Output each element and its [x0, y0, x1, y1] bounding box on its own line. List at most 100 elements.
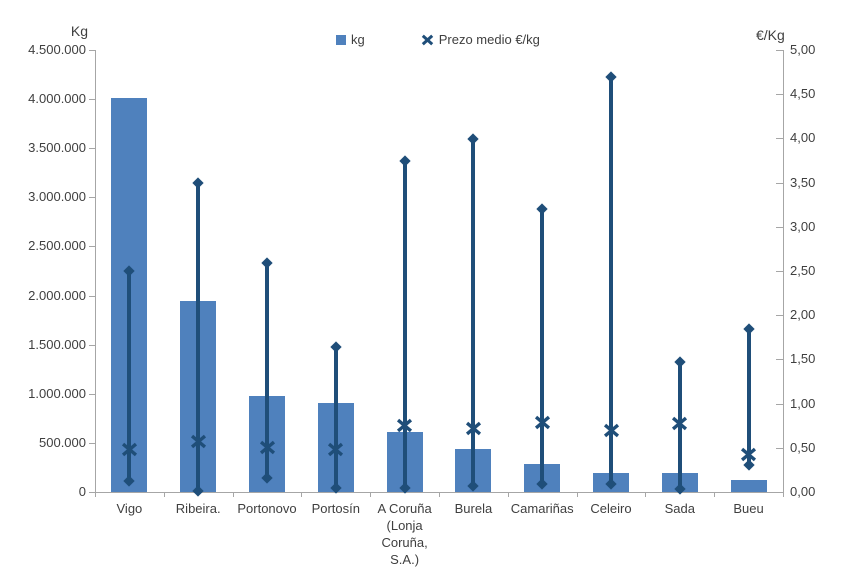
- right-axis-tick: [776, 50, 783, 51]
- price-avg-x-marker: [327, 442, 344, 457]
- x-axis-tick: [783, 492, 784, 497]
- legend-item-prezo-medio: Prezo medio €/kg: [421, 32, 540, 47]
- legend-label-prezo-medio: Prezo medio €/kg: [438, 32, 540, 47]
- legend-label-kg: kg: [351, 32, 365, 47]
- left-axis-tick: [89, 393, 95, 395]
- x-axis-category-label-line: Burela: [454, 501, 493, 516]
- x-marker-icon: [421, 34, 434, 46]
- right-axis-tick-label: 1,50: [790, 351, 816, 367]
- left-axis-tick-label: 3.500.000: [28, 140, 86, 156]
- left-axis-tick-label: 1.500.000: [28, 336, 86, 352]
- price-range-line: [196, 183, 201, 492]
- price-max-diamond: [674, 356, 686, 368]
- left-axis-tick: [89, 99, 95, 101]
- x-axis-category-label-line: Portonovo: [237, 501, 297, 516]
- right-axis-tick-label: 4,50: [790, 86, 816, 102]
- x-axis-tick: [95, 492, 96, 497]
- kg-bar: [730, 479, 767, 492]
- x-axis-category-label-line: A Coruña: [377, 501, 432, 516]
- right-axis-tick: [776, 226, 783, 228]
- x-axis-category-label: Portonovo: [227, 500, 308, 517]
- left-axis-tick-label: 4.500.000: [28, 42, 86, 57]
- right-axis-tick-label: 2,50: [790, 263, 816, 278]
- x-axis-tick: [163, 492, 165, 497]
- x-axis-tick: [370, 492, 372, 497]
- price-range-line: [677, 362, 682, 490]
- left-axis-tick-label: 2.000.000: [28, 287, 86, 303]
- chart-legend: kg Prezo medio €/kg: [336, 32, 540, 47]
- right-axis-tick: [776, 271, 783, 272]
- price-max-diamond: [742, 323, 755, 336]
- x-axis-category-label: Burela: [433, 500, 514, 517]
- price-max-diamond: [261, 257, 273, 269]
- x-axis-category-label-line: Ribeira.: [175, 501, 221, 516]
- left-axis-tick-label: 4.000.000: [28, 91, 86, 107]
- legend-item-kg: kg: [336, 32, 365, 47]
- x-axis-category-label-line: Vigo: [116, 501, 143, 516]
- left-axis-tick: [89, 197, 95, 199]
- right-axis-tick: [776, 94, 783, 96]
- left-axis-tick: [89, 344, 95, 346]
- x-axis-category-label-line: Sada: [664, 501, 695, 516]
- right-axis-tick-label: 0,00: [790, 484, 816, 499]
- price-max-diamond: [192, 177, 204, 190]
- price-range-line: [471, 139, 476, 486]
- left-axis-tick: [89, 246, 95, 248]
- right-axis-line: [783, 50, 784, 492]
- left-axis-tick-label: 1.000.000: [28, 385, 86, 401]
- left-axis-tick: [89, 442, 95, 444]
- x-axis-category-label: Sada: [639, 500, 720, 517]
- right-axis-tick-label: 4,00: [790, 130, 816, 146]
- left-axis-title: Kg: [70, 23, 88, 39]
- right-axis-tick: [776, 492, 783, 493]
- right-axis-tick-label: 1,00: [790, 395, 816, 411]
- x-axis-tick: [439, 492, 440, 497]
- right-axis-tick-label: 5,00: [790, 42, 816, 57]
- left-axis-tick-label: 2.500.000: [28, 238, 86, 254]
- price-avg-x-marker: [603, 423, 620, 438]
- price-avg-x-marker: [671, 416, 688, 431]
- left-axis-tick: [89, 50, 95, 51]
- price-range-line: [402, 160, 407, 488]
- price-max-diamond: [330, 341, 342, 353]
- left-axis-tick: [89, 492, 95, 493]
- price-avg-x-marker: [534, 415, 551, 430]
- price-range-line: [540, 209, 545, 485]
- right-axis-tick: [776, 403, 783, 405]
- x-axis-category-label: A Coruña (Lonja Coruña, S.A.): [364, 500, 445, 568]
- right-axis-title: €/Kg: [756, 27, 785, 43]
- price-range-line: [127, 271, 132, 482]
- price-avg-x-marker: [121, 442, 138, 457]
- price-max-diamond: [467, 133, 480, 145]
- x-axis-tick: [576, 492, 578, 497]
- left-axis-line: [95, 50, 96, 492]
- x-axis-category-label: Ribeira.: [158, 500, 239, 517]
- left-axis-tick-label: 0: [78, 484, 86, 499]
- price-max-diamond: [398, 154, 411, 167]
- x-axis-tick: [301, 492, 303, 497]
- price-range-line: [609, 76, 613, 485]
- price-range-line: [265, 263, 269, 478]
- right-axis-tick: [776, 359, 783, 361]
- x-axis-category-label: Portosín: [295, 500, 376, 517]
- left-axis-tick-label: 500.000: [39, 434, 86, 450]
- x-axis-tick: [507, 492, 509, 497]
- x-axis-tick: [645, 492, 647, 497]
- right-axis-tick-label: 0,50: [790, 439, 816, 455]
- x-axis-category-label-line: Bueu: [733, 501, 764, 516]
- price-avg-x-marker: [259, 440, 276, 455]
- x-axis-category-label-line: S.A.): [390, 552, 420, 567]
- price-avg-x-marker: [190, 434, 207, 449]
- right-axis-tick: [776, 138, 783, 140]
- x-axis-category-label: Vigo: [89, 500, 170, 517]
- right-axis-tick-label: 3,50: [790, 174, 816, 190]
- right-axis-tick: [776, 182, 783, 184]
- right-axis-tick: [776, 315, 783, 317]
- price-max-diamond: [536, 203, 548, 215]
- price-avg-x-marker: [740, 447, 757, 462]
- right-axis-tick-label: 3,00: [790, 218, 816, 234]
- price-range-line: [746, 329, 751, 466]
- price-avg-x-marker: [396, 418, 413, 433]
